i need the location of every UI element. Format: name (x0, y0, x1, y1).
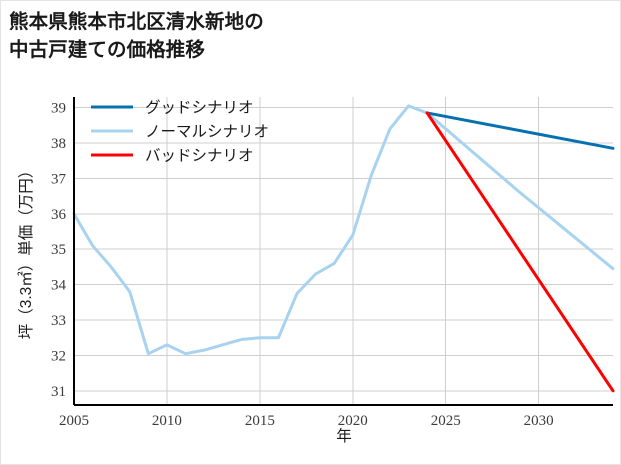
x-axis-title: 年 (336, 427, 352, 445)
y-tick-label: 35 (51, 242, 66, 258)
y-tick-label: 34 (51, 278, 67, 294)
y-tick-label: 33 (51, 313, 66, 329)
y-tick-label: 39 (51, 101, 66, 117)
legend-label-0: グッドシナリオ (145, 99, 254, 117)
y-tick-label: 37 (51, 171, 67, 187)
legend-label-2: バッドシナリオ (145, 148, 254, 165)
y-tick-label: 38 (51, 136, 66, 152)
x-tick-label: 2020 (338, 413, 368, 429)
y-axis-title: 坪（3.3㎡）単価（万円） (17, 163, 35, 340)
y-tick-label: 32 (51, 348, 66, 364)
x-tick-label: 2025 (431, 413, 461, 429)
y-gridlines (74, 107, 613, 392)
y-tick-label: 36 (51, 207, 67, 223)
series-line-グッドシナリオ (425, 111, 615, 150)
x-tick-label: 2010 (152, 413, 182, 429)
chart-series-group (72, 104, 615, 393)
x-tick-label: 2030 (524, 413, 554, 429)
y-tick-labels: 31 32 33 34 35 36 37 38 39 (51, 101, 67, 400)
x-tick-label: 2005 (59, 413, 89, 429)
x-tick-label: 2015 (245, 413, 275, 429)
series-line-バッドシナリオ (425, 111, 615, 393)
axis-lines (72, 97, 613, 407)
legend-label-1: ノーマルシナリオ (145, 124, 269, 141)
page-title: 熊本県熊本市北区清水新地の 中古戸建ての価格推移 (9, 11, 264, 61)
series-line-ノーマルシナリオ (72, 104, 615, 356)
y-tick-label: 31 (51, 384, 66, 400)
x-tick-labels: 2005 2010 2015 2020 2025 2030 (59, 413, 554, 429)
